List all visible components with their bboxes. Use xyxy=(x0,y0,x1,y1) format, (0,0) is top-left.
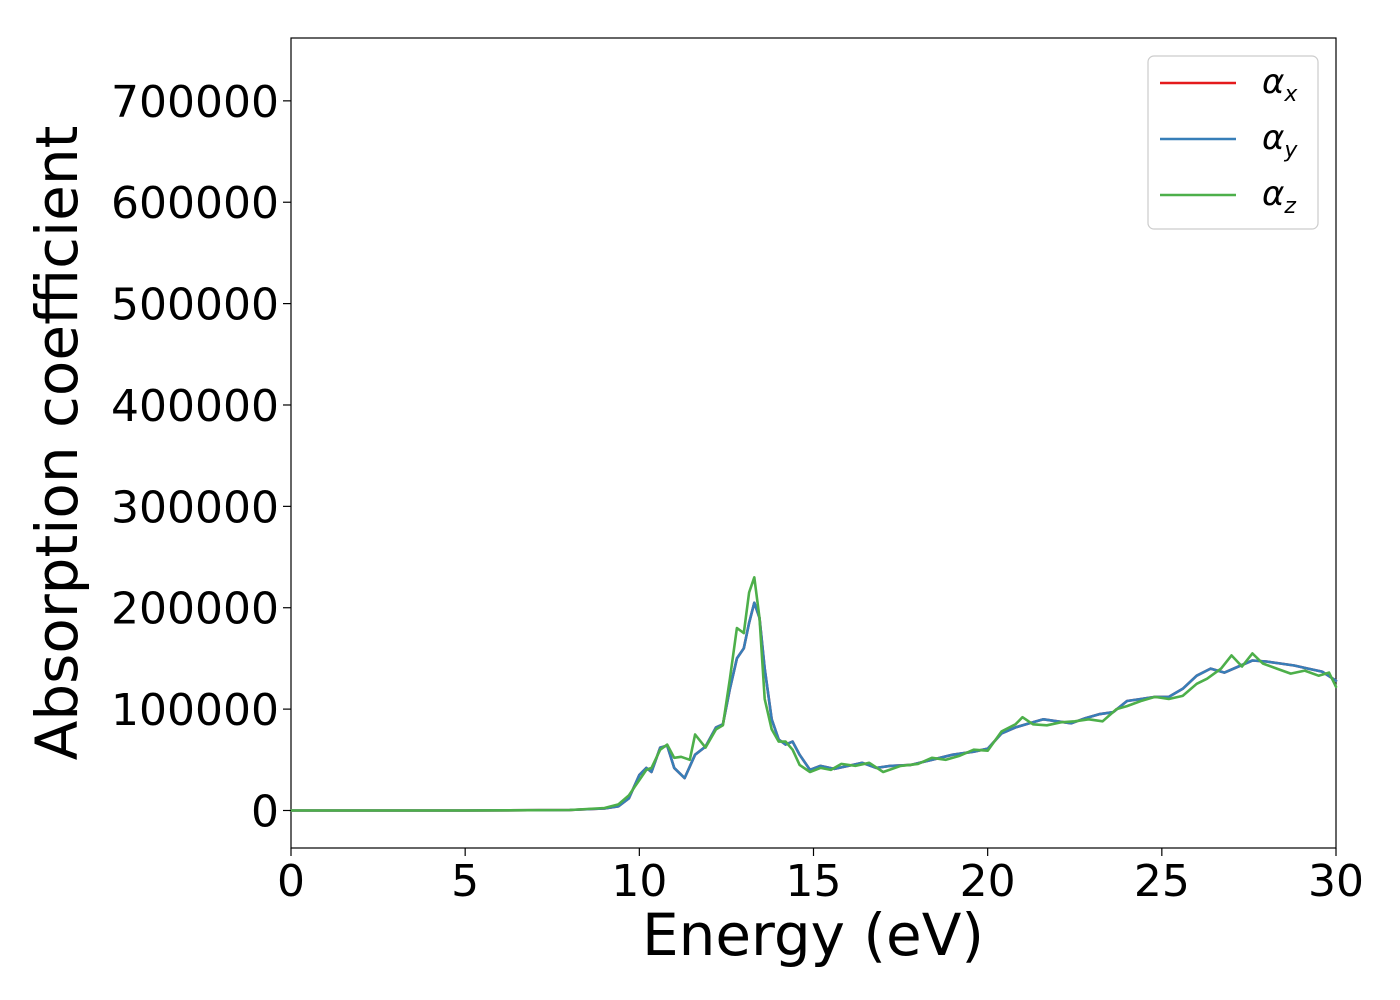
y-tick-label: 700000 xyxy=(111,77,279,128)
x-axis-title: Energy (eV) xyxy=(642,901,984,969)
y-axis: 0 100000 200000 300000 400000 500000 600000 700… xyxy=(111,77,291,837)
x-tick-label: 5 xyxy=(451,856,479,907)
x-tick-label: 30 xyxy=(1308,856,1364,907)
x-tick-label: 0 xyxy=(277,856,305,907)
series-group xyxy=(289,575,1338,812)
series-line-y xyxy=(289,601,1338,812)
y-tick-label: 600000 xyxy=(111,178,279,229)
y-tick-label: 300000 xyxy=(111,482,279,533)
x-axis: 0 5 10 15 20 25 30 xyxy=(277,848,1364,907)
y-tick-label: 200000 xyxy=(111,584,279,635)
legend-label-z: αz xyxy=(1262,174,1296,219)
x-tick-label: 15 xyxy=(786,856,842,907)
y-tick-label: 0 xyxy=(251,786,279,837)
x-tick-label: 25 xyxy=(1134,856,1190,907)
x-tick-label: 10 xyxy=(611,856,667,907)
y-tick-label: 100000 xyxy=(111,685,279,736)
y-axis-title: Absorption coefficient xyxy=(23,126,91,761)
y-tick-label: 400000 xyxy=(111,381,279,432)
y-tick-label: 500000 xyxy=(111,280,279,331)
series-line-z xyxy=(289,575,1338,812)
x-tick-label: 20 xyxy=(960,856,1016,907)
legend-box xyxy=(1147,55,1319,230)
